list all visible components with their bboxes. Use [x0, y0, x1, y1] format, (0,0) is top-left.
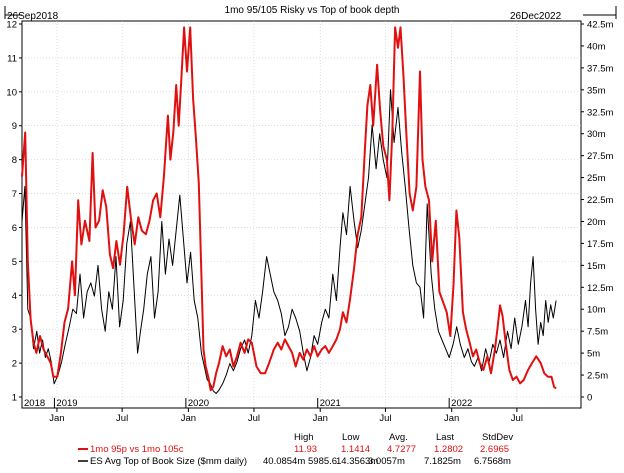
y-right-tick-label: 17.5m — [587, 239, 613, 250]
y-left-tick-label: 4 — [12, 291, 17, 302]
x-month-label: Jan — [49, 413, 64, 424]
series-layer — [21, 26, 557, 394]
y-right-tick-label: 10m — [587, 305, 606, 316]
y-right-tick-label: 22.5m — [587, 195, 613, 206]
x-year-label: 2019 — [56, 398, 77, 409]
y-left-tick-label: 9 — [12, 121, 17, 132]
y-right-tick-label: 27.5m — [587, 151, 613, 162]
stat-red-avg: 4.7277 — [387, 444, 416, 455]
y-left-tick-label: 6 — [12, 223, 17, 234]
header: 26Sep2018 1mo 95/105 Risky vs Top of boo… — [4, 5, 617, 22]
stat-red-stddev: 2.6965 — [480, 444, 509, 455]
y-right-tick-label: 42.5m — [587, 20, 613, 31]
stats-header-last: Last — [436, 432, 454, 443]
y-right-tick-label: 32.5m — [587, 107, 613, 118]
x-month-label: Jul — [248, 413, 260, 424]
stat-black-stddev: 7.1825m — [424, 456, 461, 467]
series-line-book-depth — [21, 89, 557, 394]
y-right-tick-label: 15m — [587, 261, 606, 272]
y-right-tick-label: 7.5m — [587, 327, 608, 338]
y-left-tick-label: 11 — [7, 53, 17, 64]
y-left-tick-label: 3 — [12, 325, 17, 336]
x-month-label: Jan — [313, 413, 328, 424]
y-right-axis: 0 2.5m 5m 7.5m 10m 12.5m 15m 17.5m 20m 22.5m 25m 27… — [581, 20, 613, 404]
stat-red-high: 11.93 — [294, 444, 317, 455]
x-month-label: Jul — [116, 413, 128, 424]
chart-title: 1mo 95/105 Risky vs Top of book depth — [225, 5, 400, 16]
stat-black-avg: 14.3563m — [336, 456, 378, 467]
y-left-tick-label: 5 — [12, 257, 17, 268]
y-left-tick-label: 2 — [12, 359, 17, 370]
x-year-label: 2018 — [24, 398, 45, 409]
y-left-tick-label: 12 — [6, 20, 17, 31]
y-right-tick-label: 5m — [587, 349, 600, 360]
y-left-tick-label: 1 — [12, 393, 17, 404]
stat-black-last: 3.0057m — [368, 456, 405, 467]
stats-header-high: High — [294, 432, 314, 443]
y-left-tick-label: 10 — [6, 87, 17, 98]
x-month-label: Jul — [379, 413, 391, 424]
y-right-tick-label: 12.5m — [587, 283, 613, 294]
plot-area — [21, 20, 582, 409]
x-year-label: 2020 — [188, 398, 209, 409]
x-year-label: 2022 — [451, 398, 472, 409]
grid — [22, 21, 581, 408]
y-right-tick-label: 0 — [587, 393, 592, 404]
x-month-label: Jan — [444, 413, 459, 424]
x-month-label: Jul — [511, 413, 523, 424]
y-right-tick-label: 40m — [587, 41, 606, 52]
stat-black-high: 40.0854m — [263, 456, 305, 467]
x-month-label: Jan — [181, 413, 196, 424]
y-right-tick-label: 37.5m — [587, 63, 613, 74]
legend-label-black: ES Avg Top of Book Size ($mm daily) — [90, 456, 247, 467]
y-left-tick-label: 8 — [12, 155, 17, 166]
stats-header-stddev: StdDev — [482, 432, 513, 443]
stat-black-extra: 6.7568m — [474, 456, 511, 467]
stat-black-low: 5985.6 — [308, 456, 337, 467]
legend: High Low Avg. Last StdDev 1mo 95p vs 1mo… — [78, 432, 513, 467]
legend-label-red: 1mo 95p vs 1mo 105c — [90, 444, 184, 455]
y-right-tick-label: 35m — [587, 85, 606, 96]
end-date-label: 26Dec2022 — [510, 11, 562, 22]
stats-header-low: Low — [342, 432, 360, 443]
y-left-tick-label: 7 — [12, 189, 17, 200]
y-right-tick-label: 2.5m — [587, 371, 608, 382]
stat-red-last: 1.2802 — [434, 444, 463, 455]
x-year-label: 2021 — [320, 398, 341, 409]
y-right-tick-label: 30m — [587, 129, 606, 140]
stats-header-avg: Avg. — [389, 432, 408, 443]
y-right-tick-label: 20m — [587, 217, 606, 228]
start-date-label: 26Sep2018 — [7, 11, 59, 22]
stat-red-low: 1.1414 — [341, 444, 370, 455]
x-axis: Jan Jul Jan Jul Jan Jul Jan Jul 2018 2019 2020 2021… — [21, 398, 523, 424]
y-right-tick-label: 25m — [587, 173, 606, 184]
series-line-risky — [21, 26, 557, 392]
